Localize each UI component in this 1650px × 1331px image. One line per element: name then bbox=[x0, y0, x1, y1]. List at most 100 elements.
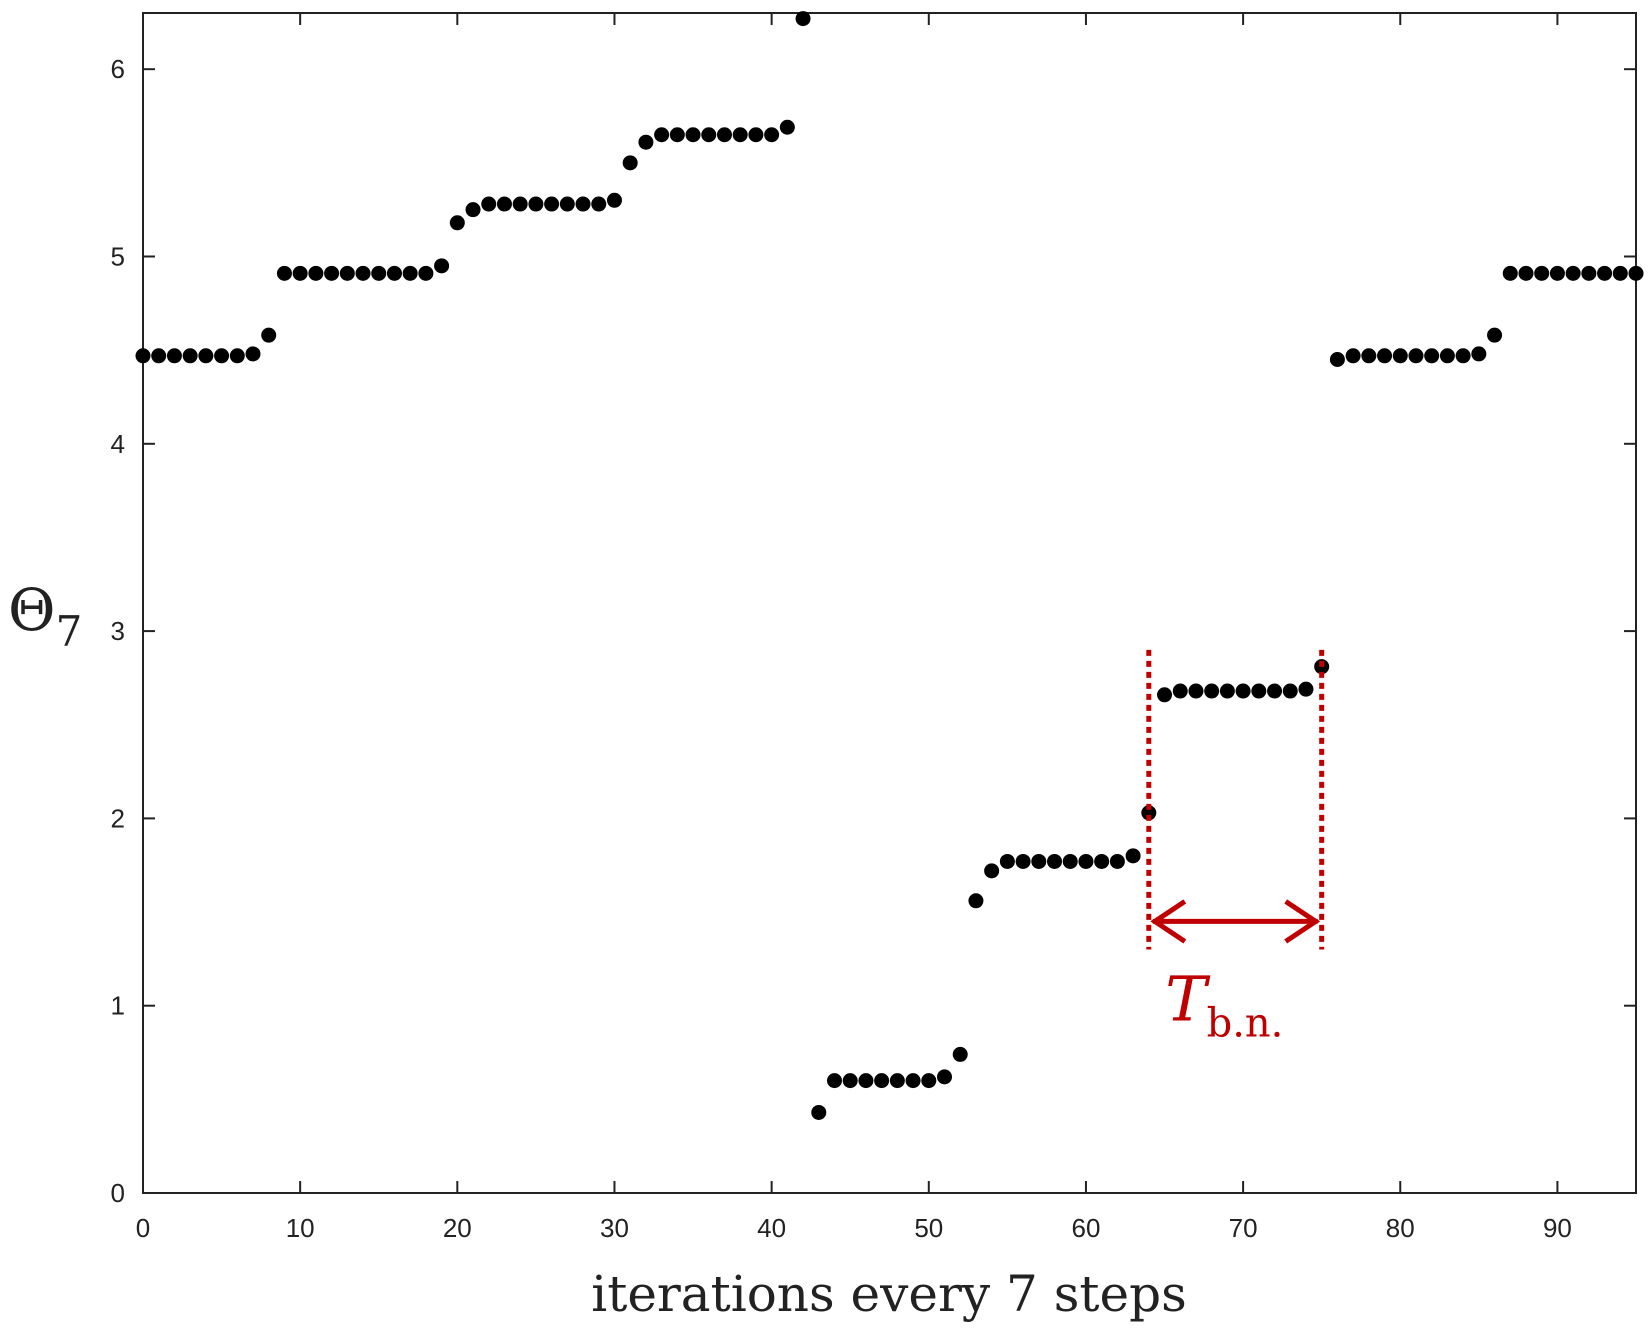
data-point bbox=[1094, 853, 1110, 869]
data-point bbox=[1502, 265, 1518, 281]
plot-area-frame bbox=[142, 12, 1637, 1194]
data-point bbox=[874, 1073, 890, 1089]
data-point bbox=[402, 265, 418, 281]
data-point bbox=[465, 202, 481, 218]
data-point bbox=[826, 1073, 842, 1089]
data-point bbox=[1377, 348, 1393, 364]
data-point bbox=[1565, 265, 1581, 281]
data-point bbox=[276, 265, 292, 281]
data-point bbox=[1361, 348, 1377, 364]
y-tick-label: 2 bbox=[111, 803, 125, 833]
data-point bbox=[1408, 348, 1424, 364]
data-point bbox=[1581, 265, 1597, 281]
annotation-arrow-left-head bbox=[1150, 899, 1187, 944]
data-point bbox=[1487, 327, 1503, 343]
data-point bbox=[1047, 853, 1063, 869]
data-point bbox=[339, 265, 355, 281]
data-point bbox=[151, 348, 167, 364]
data-point bbox=[1015, 853, 1031, 869]
data-point bbox=[669, 127, 685, 143]
data-point bbox=[591, 196, 607, 212]
data-point bbox=[968, 893, 984, 909]
annotation-arrow-right-head bbox=[1284, 899, 1321, 944]
x-tick-label: 70 bbox=[1229, 1213, 1258, 1243]
data-point bbox=[1031, 853, 1047, 869]
x-tick-label: 40 bbox=[757, 1213, 786, 1243]
y-tick-label: 0 bbox=[111, 1178, 125, 1208]
data-point bbox=[858, 1073, 874, 1089]
data-point bbox=[308, 265, 324, 281]
data-point bbox=[386, 265, 402, 281]
data-point bbox=[842, 1073, 858, 1089]
data-point bbox=[1172, 683, 1188, 699]
data-point bbox=[1392, 348, 1408, 364]
data-point bbox=[1235, 683, 1251, 699]
x-tick-label: 80 bbox=[1386, 1213, 1415, 1243]
data-point bbox=[1282, 683, 1298, 699]
data-point bbox=[1219, 683, 1235, 699]
y-tick-label: 4 bbox=[111, 429, 125, 459]
data-point bbox=[575, 196, 591, 212]
data-point bbox=[606, 192, 622, 208]
data-point bbox=[434, 258, 450, 274]
data-point bbox=[1628, 265, 1644, 281]
data-point bbox=[748, 127, 764, 143]
x-tick-label: 50 bbox=[914, 1213, 943, 1243]
x-tick-label: 90 bbox=[1543, 1213, 1572, 1243]
data-point bbox=[622, 155, 638, 171]
data-point bbox=[1597, 265, 1613, 281]
data-point bbox=[905, 1073, 921, 1089]
data-point bbox=[701, 127, 717, 143]
data-point bbox=[952, 1046, 968, 1062]
data-point bbox=[528, 196, 544, 212]
data-point bbox=[685, 127, 701, 143]
data-point bbox=[166, 348, 182, 364]
data-point bbox=[732, 127, 748, 143]
data-point bbox=[1251, 683, 1267, 699]
data-point bbox=[481, 196, 497, 212]
data-point bbox=[1534, 265, 1550, 281]
data-point bbox=[1204, 683, 1220, 699]
data-point bbox=[1078, 853, 1094, 869]
data-point bbox=[1188, 683, 1204, 699]
data-point bbox=[984, 863, 1000, 879]
x-tick-label: 60 bbox=[1071, 1213, 1100, 1243]
data-point bbox=[716, 127, 732, 143]
data-point bbox=[1109, 853, 1125, 869]
data-point bbox=[214, 348, 230, 364]
data-point bbox=[1612, 265, 1628, 281]
data-point bbox=[261, 327, 277, 343]
data-point bbox=[449, 215, 465, 231]
data-point bbox=[371, 265, 387, 281]
y-tick-label: 6 bbox=[111, 54, 125, 84]
data-point bbox=[1157, 687, 1173, 703]
annotation-t-bn: Tb.n. bbox=[1146, 649, 1325, 1047]
data-point bbox=[638, 134, 654, 150]
y-axis-label-main: Θ bbox=[8, 576, 56, 644]
data-point bbox=[512, 196, 528, 212]
annotation-label-sub: b.n. bbox=[1207, 1001, 1284, 1047]
data-point bbox=[1062, 853, 1078, 869]
data-point bbox=[1424, 348, 1440, 364]
x-axis-label: iterations every 7 steps bbox=[591, 1265, 1187, 1323]
data-point bbox=[937, 1069, 953, 1085]
y-tick-label: 3 bbox=[111, 616, 125, 646]
x-tick-label: 0 bbox=[136, 1213, 150, 1243]
data-point bbox=[921, 1073, 937, 1089]
data-point bbox=[229, 348, 245, 364]
data-point bbox=[1267, 683, 1283, 699]
data-point bbox=[795, 11, 811, 27]
annotation-label-main: T bbox=[1165, 963, 1211, 1036]
y-tick-label: 5 bbox=[111, 241, 125, 271]
data-point bbox=[1471, 346, 1487, 362]
data-point bbox=[182, 348, 198, 364]
data-point bbox=[418, 265, 434, 281]
y-axis-ticks: 0 1 2 3 4 5 6 bbox=[111, 54, 1636, 1208]
x-tick-label: 10 bbox=[286, 1213, 315, 1243]
y-axis-label: Θ7 bbox=[8, 576, 82, 656]
y-tick-label: 1 bbox=[111, 991, 125, 1021]
annotation-label: Tb.n. bbox=[1165, 963, 1283, 1047]
data-point bbox=[135, 348, 151, 364]
data-point bbox=[355, 265, 371, 281]
y-axis-label-sub: 7 bbox=[56, 607, 83, 656]
